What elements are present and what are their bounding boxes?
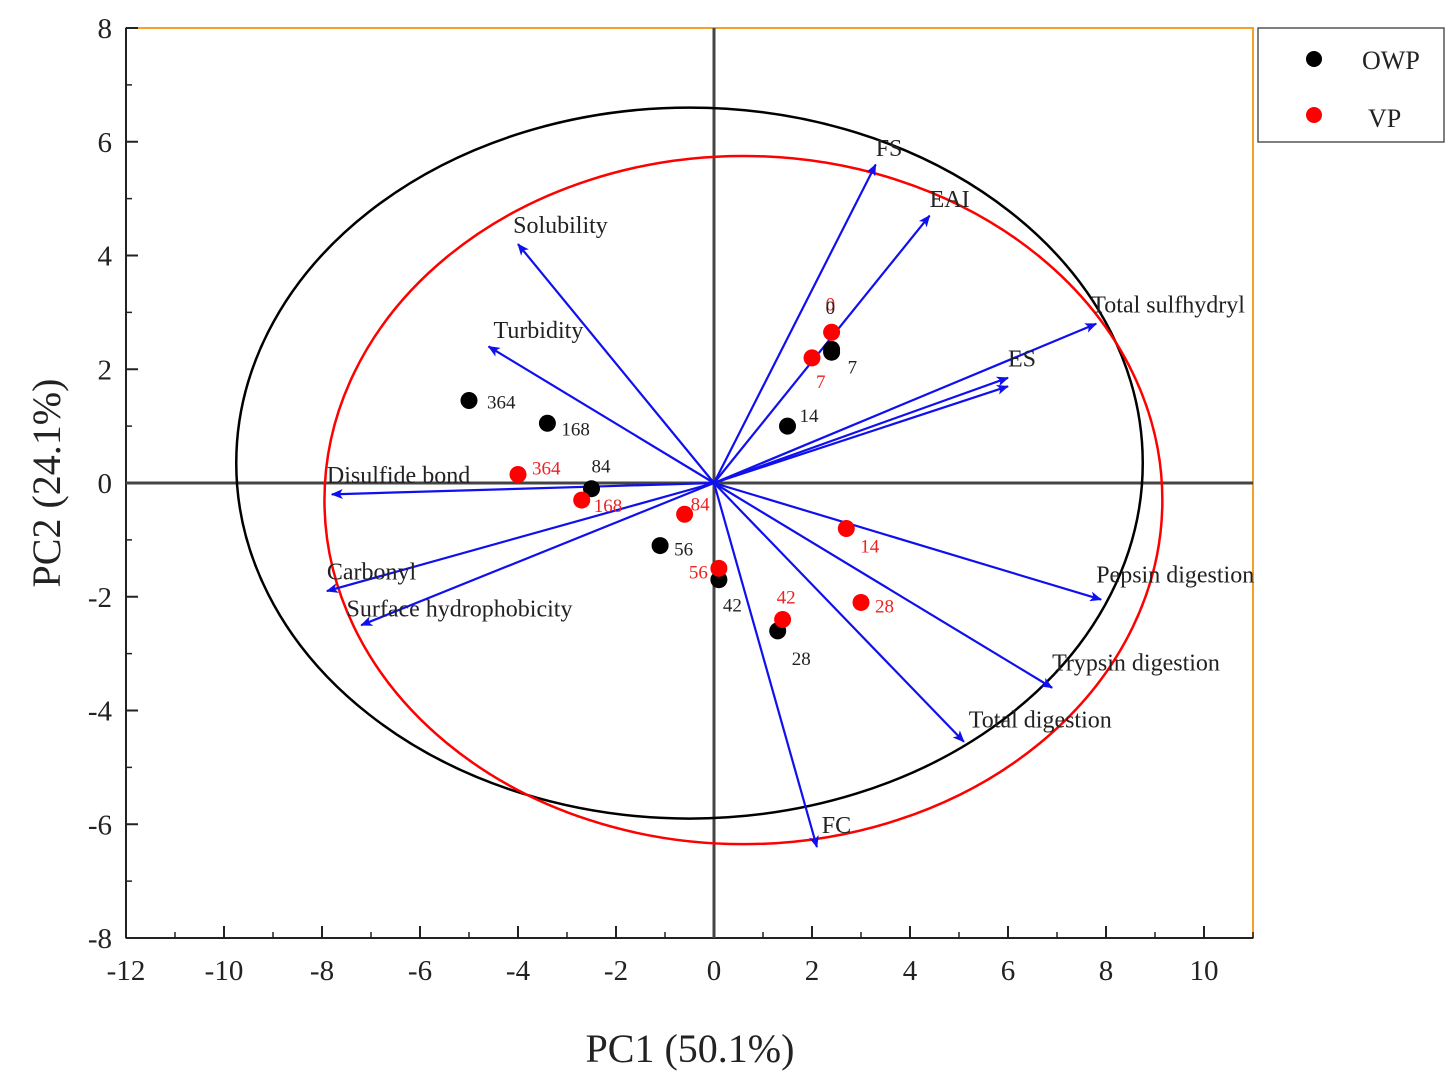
legend-label-vp: VP: [1368, 104, 1401, 133]
point-label-vp-168: 168: [594, 496, 623, 517]
point-owp-84: [583, 480, 600, 498]
legend: OWP VP: [1257, 27, 1445, 143]
point-vp-364: [509, 465, 527, 483]
y-tick-label: -4: [88, 696, 113, 728]
vector-label-disulfide-bond: Disulfide bond: [327, 463, 470, 489]
x-tick-label: 8: [1099, 955, 1114, 987]
point-label-owp-0: 0: [826, 298, 836, 319]
x-tick-label: 4: [903, 955, 918, 987]
loading-vectors: [325, 163, 1103, 848]
x-tick-label: -8: [310, 955, 334, 987]
point-label-owp-364: 364: [487, 393, 516, 414]
vector-es: [713, 376, 1009, 485]
point-label-vp-0: 0: [826, 294, 836, 315]
vector-label-turbidity: Turbidity: [494, 318, 584, 344]
vector-label-carbonyl: Carbonyl: [327, 560, 417, 586]
x-tick-label: 0: [707, 955, 722, 987]
point-vp-7: [803, 349, 821, 367]
confidence-ellipses: [235, 106, 1164, 846]
y-tick-label: 8: [98, 13, 113, 45]
y-tick-label: -6: [88, 809, 112, 841]
x-tick-label: -12: [107, 955, 146, 987]
point-label-vp-364: 364: [532, 458, 561, 479]
loading-vector-labels: FS EAI Solubility Turbidity Total sulfhydryl…: [327, 136, 1254, 839]
ellipse-vp-confidence-ellipse: [323, 154, 1164, 846]
vector-carbonyl: [325, 481, 715, 593]
legend-marker-vp: [1306, 107, 1322, 123]
point-label-owp-84: 84: [592, 457, 612, 478]
point-vp-42: [774, 611, 792, 628]
y-axis-title: PC2 (24.1%): [24, 379, 69, 588]
vector-solubility: [517, 243, 715, 484]
point-label-vp-56: 56: [689, 562, 708, 583]
point-owp-56: [651, 537, 669, 555]
ellipse-owp-confidence-ellipse: [235, 106, 1144, 820]
x-tick-label: -2: [604, 955, 628, 987]
point-vp-56: [710, 559, 728, 577]
vector-eai: [713, 214, 931, 484]
vector-label-es: ES: [1008, 346, 1036, 372]
vector-total-digestion: [713, 482, 965, 743]
legend-box: [1257, 27, 1445, 143]
point-label-owp-14: 14: [800, 406, 820, 427]
point-label-owp-56: 56: [674, 540, 693, 561]
vector-disulfide-bond: [330, 481, 715, 500]
point-vp-14: [837, 520, 855, 537]
vector-trypsin-digestion: [713, 482, 1053, 689]
x-tick-label: -4: [506, 955, 531, 987]
x-tick-label: -10: [205, 955, 244, 987]
x-tick-label: 2: [805, 955, 820, 987]
point-label-owp-28: 28: [792, 649, 811, 670]
vector-label-surface-hydrophobicity: Surface hydrophobicity: [347, 597, 573, 623]
point-owp-14: [779, 417, 796, 435]
x-tick-label: 6: [1001, 955, 1016, 987]
x-axis-title: PC1 (50.1%): [586, 1026, 795, 1071]
point-vp-0: [823, 323, 841, 341]
vector-pepsin-digestion: [713, 481, 1103, 602]
x-tick-label: -6: [408, 955, 432, 987]
y-tick-label: 6: [98, 127, 113, 159]
x-tick-label: 10: [1190, 955, 1219, 987]
vector-surface-hydrophobicity: [360, 481, 715, 627]
y-tick-label: -2: [88, 582, 112, 614]
point-label-owp-7: 7: [848, 357, 858, 378]
vector-fs: [713, 163, 877, 484]
vector-label-solubility: Solubility: [513, 213, 608, 239]
point-label-owp-42: 42: [723, 596, 742, 617]
vector-total-sulfhydryl: [713, 322, 1098, 485]
point-vp-84: [676, 505, 694, 523]
point-owp-168: [538, 414, 556, 432]
point-vp-28: [852, 593, 870, 611]
legend-marker-owp: [1306, 51, 1322, 67]
point-vp-168: [573, 491, 591, 509]
vector-label-total-sulfhydryl: Total sulfhydryl: [1091, 292, 1245, 318]
point-label-vp-28: 28: [875, 596, 894, 617]
vector-label-trypsin-digestion: Trypsin digestion: [1052, 651, 1220, 677]
y-tick-label: 4: [98, 241, 113, 273]
vector-label-fs: FS: [876, 136, 903, 162]
vector-label-eai: EAI: [930, 187, 970, 213]
point-owp-7: [823, 340, 841, 358]
vector-es-2: [713, 384, 1009, 485]
legend-label-owp: OWP: [1362, 46, 1420, 75]
point-owp-364: [460, 392, 478, 410]
y-tick-label: 0: [98, 468, 113, 500]
point-label-vp-42: 42: [777, 588, 796, 609]
y-tick-label: 2: [98, 354, 113, 386]
point-label-owp-168: 168: [561, 419, 590, 440]
point-label-vp-14: 14: [860, 537, 880, 558]
score-points: [460, 323, 870, 640]
vector-label-fc: FC: [822, 813, 851, 839]
point-label-vp-84: 84: [691, 494, 711, 515]
point-label-vp-7: 7: [816, 372, 826, 393]
vector-fc: [712, 482, 819, 848]
vector-label-pepsin-digestion: Pepsin digestion: [1096, 563, 1254, 589]
vector-turbidity: [487, 345, 715, 484]
y-tick-label: -8: [88, 923, 112, 955]
vector-label-total-digestion: Total digestion: [969, 708, 1112, 734]
